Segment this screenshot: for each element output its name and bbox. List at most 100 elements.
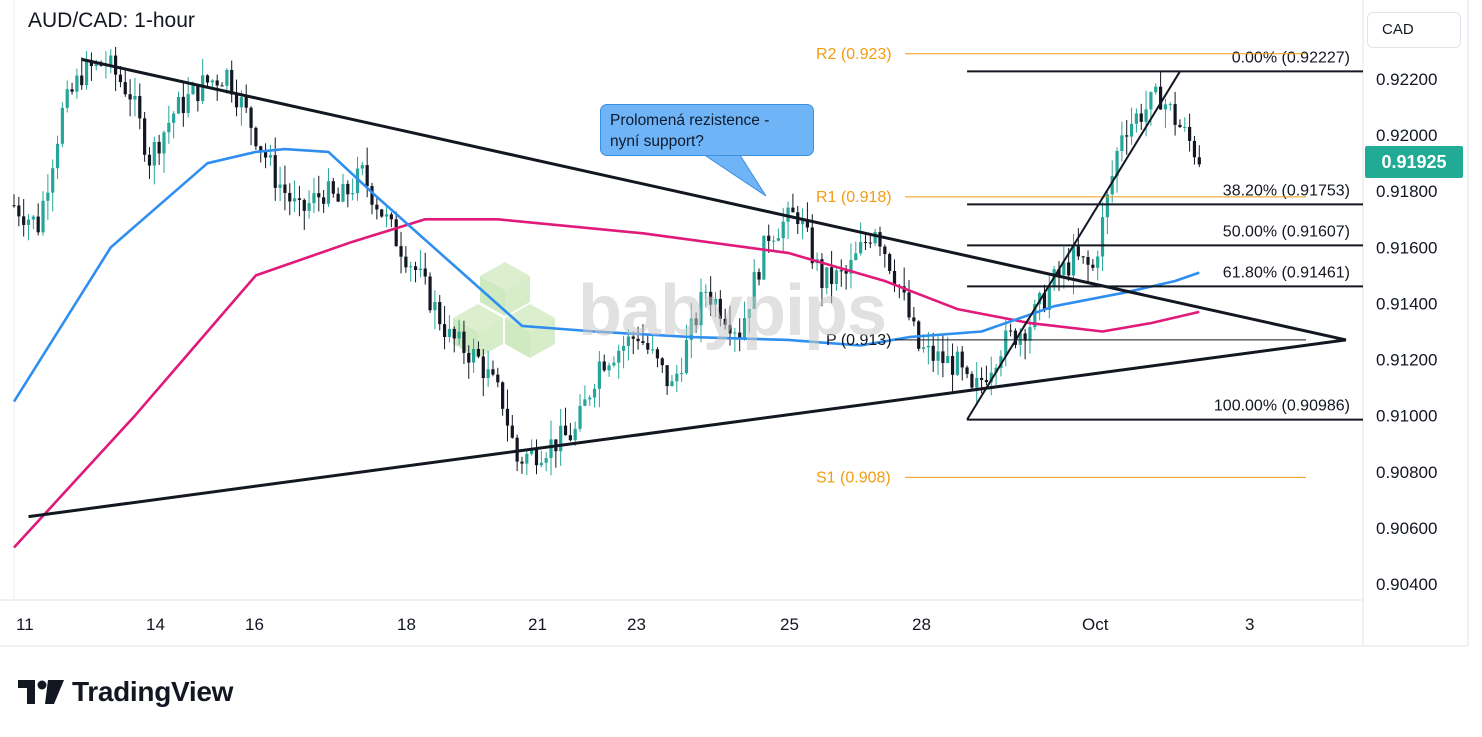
- candle-body: [428, 276, 432, 311]
- candle-body: [1004, 330, 1008, 357]
- fib-level-label: 0.00% (0.92227): [1232, 49, 1350, 66]
- candle-body: [205, 75, 210, 83]
- candle-body: [520, 461, 524, 464]
- fib-level-label: 50.00% (0.91607): [1223, 223, 1350, 240]
- candle-body: [1062, 262, 1066, 276]
- candle-body: [573, 428, 577, 441]
- candle-body: [1134, 113, 1138, 124]
- candle-body: [752, 272, 756, 310]
- candle-body: [742, 318, 747, 339]
- candle-body: [636, 338, 640, 342]
- candle-body: [491, 369, 495, 375]
- candle-body: [133, 96, 137, 100]
- watermark-logo-icon: [453, 262, 555, 358]
- candle-body: [1144, 109, 1148, 122]
- candle-body: [167, 122, 171, 133]
- candle-body: [191, 84, 195, 95]
- candle-body: [1129, 123, 1134, 137]
- candle-body: [1139, 113, 1143, 122]
- tradingview-logo[interactable]: TradingView: [18, 676, 233, 708]
- candle-body: [360, 165, 364, 169]
- y-tick-label: 0.92200: [1376, 70, 1437, 89]
- candle-body: [989, 372, 993, 383]
- candle-body: [631, 336, 635, 339]
- candle-body: [1105, 194, 1109, 218]
- candle-body: [791, 207, 795, 213]
- candle-body: [452, 328, 456, 339]
- candle-body: [288, 192, 292, 202]
- candle-body: [1018, 333, 1022, 345]
- y-tick-label: 0.92000: [1376, 126, 1437, 145]
- candle-body: [834, 270, 839, 284]
- candle-body: [225, 69, 229, 86]
- candle-body: [738, 332, 742, 339]
- watermark-text: babypips: [578, 271, 887, 351]
- candle-body: [926, 345, 930, 348]
- candle-body: [655, 349, 660, 359]
- candle-body: [138, 96, 142, 119]
- pivot-level-label: P (0.913): [826, 332, 892, 349]
- candle-body: [931, 345, 935, 361]
- candle-body: [747, 309, 751, 319]
- candle-body: [680, 373, 684, 375]
- candle-body: [762, 235, 766, 280]
- candle-body: [201, 75, 205, 102]
- callout-annotation[interactable]: Prolomená rezistence - nyní support?: [600, 104, 814, 156]
- candle-body: [1178, 124, 1182, 128]
- candle-body: [404, 256, 408, 268]
- candle-body: [588, 397, 592, 400]
- candle-body: [1154, 86, 1158, 93]
- candle-body: [955, 351, 959, 375]
- candle-body: [1081, 256, 1085, 258]
- candle-body: [1071, 246, 1076, 276]
- candle-body: [733, 332, 737, 334]
- candle-body: [31, 216, 35, 220]
- candle-body: [472, 348, 476, 363]
- candle-body: [89, 60, 94, 67]
- candle-body: [234, 94, 239, 108]
- candle-body: [384, 214, 389, 217]
- candle-body: [776, 238, 780, 241]
- candle-body: [651, 349, 655, 351]
- x-tick-label: 18: [397, 615, 416, 634]
- candle-body: [907, 292, 911, 318]
- candle-body: [1120, 135, 1124, 152]
- candle-body: [1009, 330, 1013, 332]
- candle-body: [254, 127, 258, 147]
- candle-body: [1173, 104, 1177, 125]
- candle-body: [830, 267, 834, 284]
- candle-body: [839, 270, 843, 272]
- candle-body: [462, 331, 466, 353]
- candle-body: [17, 205, 21, 217]
- candle-body: [157, 141, 161, 154]
- currency-button[interactable]: CAD: [1367, 12, 1461, 48]
- candle-body: [1197, 157, 1201, 165]
- candle-body: [326, 181, 331, 204]
- candle-body: [239, 96, 243, 108]
- x-tick-label: 14: [146, 615, 165, 634]
- candle-body: [128, 94, 132, 100]
- candle-body: [307, 203, 311, 211]
- candle-body: [94, 62, 98, 67]
- candle-body: [1086, 257, 1090, 265]
- candle-body: [442, 324, 447, 338]
- candle-body: [607, 365, 611, 371]
- candle-body: [805, 219, 810, 228]
- candle-body: [626, 336, 631, 346]
- pivot-level-label: R2 (0.923): [816, 46, 892, 63]
- candle-body: [196, 84, 200, 102]
- candle-body: [22, 216, 26, 225]
- candle-body: [399, 246, 403, 257]
- candle-body: [55, 143, 60, 169]
- candle-body: [244, 96, 248, 108]
- candle-body: [1192, 140, 1197, 158]
- candle-body: [409, 266, 413, 268]
- candle-body: [960, 351, 964, 368]
- candle-body: [351, 193, 355, 195]
- candle-body: [800, 219, 805, 225]
- candle-body: [370, 186, 374, 205]
- candle-body: [322, 197, 326, 204]
- y-tick-label: 0.90600: [1376, 519, 1437, 538]
- pivot-level-label: S1 (0.908): [816, 469, 891, 486]
